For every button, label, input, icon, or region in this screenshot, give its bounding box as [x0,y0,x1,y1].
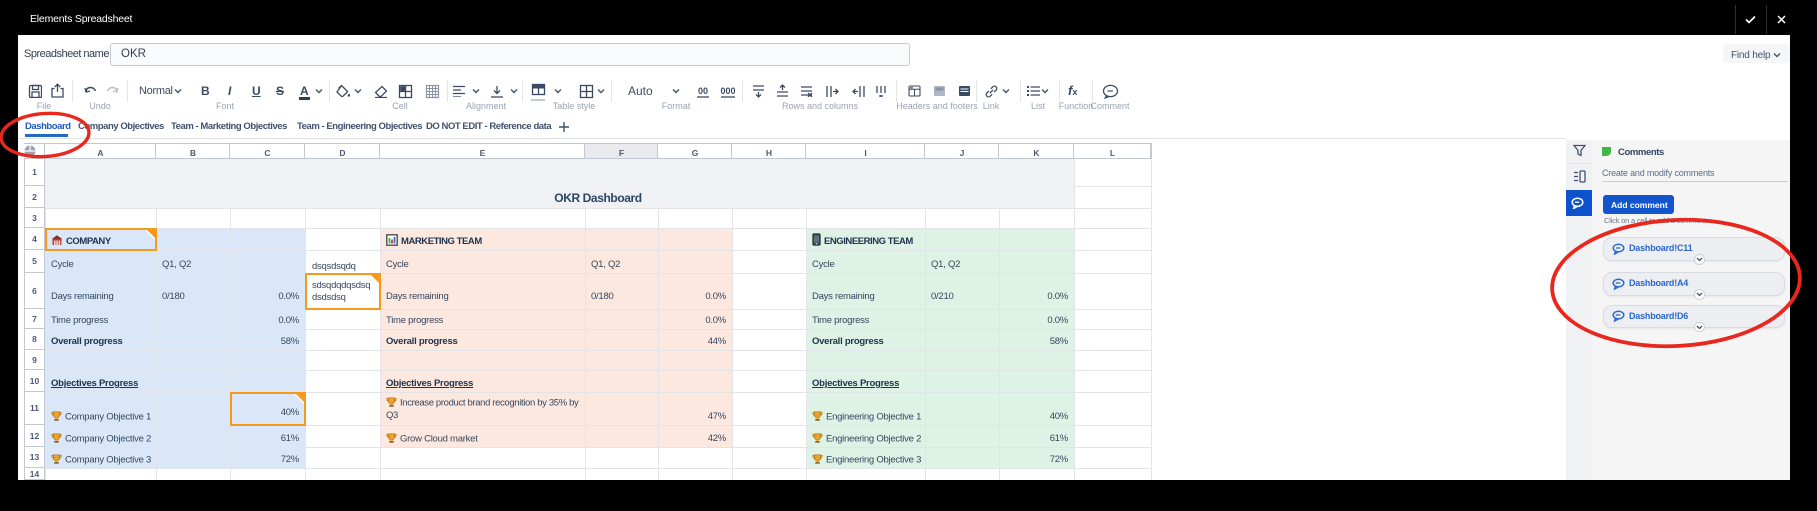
svg-text:000: 000 [720,86,735,96]
svg-text:00: 00 [698,86,708,96]
